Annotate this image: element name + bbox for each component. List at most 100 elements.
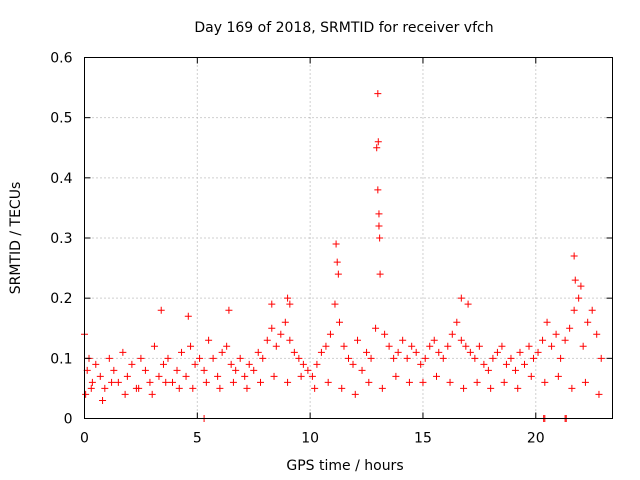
data-point bbox=[349, 360, 357, 368]
data-point bbox=[173, 366, 181, 374]
data-point bbox=[484, 366, 492, 374]
y-tick-label: 0.1 bbox=[50, 351, 72, 367]
data-point bbox=[257, 378, 264, 386]
data-point bbox=[433, 372, 440, 380]
data-point bbox=[385, 342, 393, 350]
data-point bbox=[575, 294, 583, 302]
data-point bbox=[521, 360, 528, 368]
data-point bbox=[304, 366, 312, 374]
y-tick-label: 0.6 bbox=[50, 51, 72, 67]
data-point bbox=[376, 270, 384, 278]
data-point bbox=[480, 360, 488, 368]
data-point bbox=[408, 342, 416, 350]
data-point bbox=[507, 354, 515, 362]
data-point bbox=[372, 324, 380, 332]
data-point bbox=[351, 390, 359, 398]
data-point bbox=[527, 372, 535, 380]
data-point bbox=[338, 384, 346, 392]
data-point bbox=[286, 336, 294, 344]
data-point bbox=[554, 372, 562, 380]
data-point bbox=[340, 342, 348, 350]
data-point bbox=[541, 378, 549, 386]
data-point bbox=[568, 384, 576, 392]
data-point bbox=[114, 378, 122, 386]
data-point bbox=[290, 348, 298, 356]
data-point bbox=[123, 372, 131, 380]
plot-frame bbox=[84, 57, 613, 419]
data-point bbox=[595, 390, 603, 398]
data-point bbox=[331, 300, 339, 308]
data-point bbox=[225, 306, 233, 314]
data-point bbox=[311, 384, 319, 392]
y-tick-label: 0.4 bbox=[50, 171, 72, 187]
data-point bbox=[121, 390, 129, 398]
data-point bbox=[297, 372, 305, 380]
data-point bbox=[516, 348, 524, 356]
chart-title: Day 169 of 2018, SRMTID for receiver vfc… bbox=[194, 20, 493, 36]
data-point bbox=[223, 342, 231, 350]
data-point bbox=[390, 354, 398, 362]
data-point bbox=[448, 330, 456, 338]
x-axis-label: GPS time / hours bbox=[286, 458, 403, 474]
data-point bbox=[430, 336, 438, 344]
data-point bbox=[374, 90, 382, 98]
data-point bbox=[500, 378, 508, 386]
data-point bbox=[579, 342, 587, 350]
data-point bbox=[88, 378, 96, 386]
data-point bbox=[286, 300, 294, 308]
data-point bbox=[570, 252, 578, 260]
data-point bbox=[270, 372, 278, 380]
data-point bbox=[539, 336, 547, 344]
data-point bbox=[175, 384, 183, 392]
data-point bbox=[229, 378, 237, 386]
data-point bbox=[182, 372, 190, 380]
data-point bbox=[178, 348, 186, 356]
data-point bbox=[548, 342, 556, 350]
data-point bbox=[462, 342, 470, 350]
data-point bbox=[435, 348, 443, 356]
data-point bbox=[254, 348, 262, 356]
y-tick-label: 0 bbox=[64, 412, 73, 428]
data-point bbox=[475, 342, 483, 350]
data-point bbox=[96, 372, 104, 380]
data-point bbox=[268, 324, 276, 332]
data-point bbox=[399, 336, 407, 344]
data-point bbox=[108, 378, 116, 386]
data-point bbox=[141, 366, 149, 374]
data-point bbox=[82, 390, 90, 398]
data-point bbox=[322, 342, 330, 350]
data-point bbox=[464, 300, 472, 308]
data-point bbox=[295, 354, 303, 362]
y-tick-label: 0.5 bbox=[50, 111, 72, 127]
data-point bbox=[571, 276, 579, 284]
data-point bbox=[128, 360, 136, 368]
data-point bbox=[277, 330, 285, 338]
data-point bbox=[200, 366, 208, 374]
data-point bbox=[421, 354, 429, 362]
data-point bbox=[263, 336, 271, 344]
data-point bbox=[313, 360, 321, 368]
data-point bbox=[365, 378, 373, 386]
data-point bbox=[92, 360, 100, 368]
data-point bbox=[367, 354, 375, 362]
data-point bbox=[332, 240, 340, 248]
data-point bbox=[552, 330, 560, 338]
data-point bbox=[189, 384, 197, 392]
data-point bbox=[593, 330, 601, 338]
data-point bbox=[299, 360, 307, 368]
x-tick-label: 0 bbox=[80, 431, 89, 447]
data-point bbox=[187, 342, 195, 350]
data-point bbox=[243, 384, 251, 392]
data-point bbox=[202, 378, 210, 386]
data-point bbox=[241, 372, 249, 380]
axis-ticks: 0 0.1 0.2 0.3 0.4 0.5 0.6 0 5 10 15 20 bbox=[50, 51, 613, 447]
x-tick-label: 15 bbox=[414, 431, 432, 447]
data-point bbox=[570, 306, 578, 314]
x-tick-label: 20 bbox=[527, 431, 545, 447]
data-point bbox=[597, 354, 605, 362]
data-point bbox=[446, 378, 454, 386]
data-point bbox=[514, 384, 522, 392]
data-point bbox=[439, 354, 447, 362]
data-point bbox=[333, 258, 341, 266]
data-point bbox=[405, 378, 413, 386]
